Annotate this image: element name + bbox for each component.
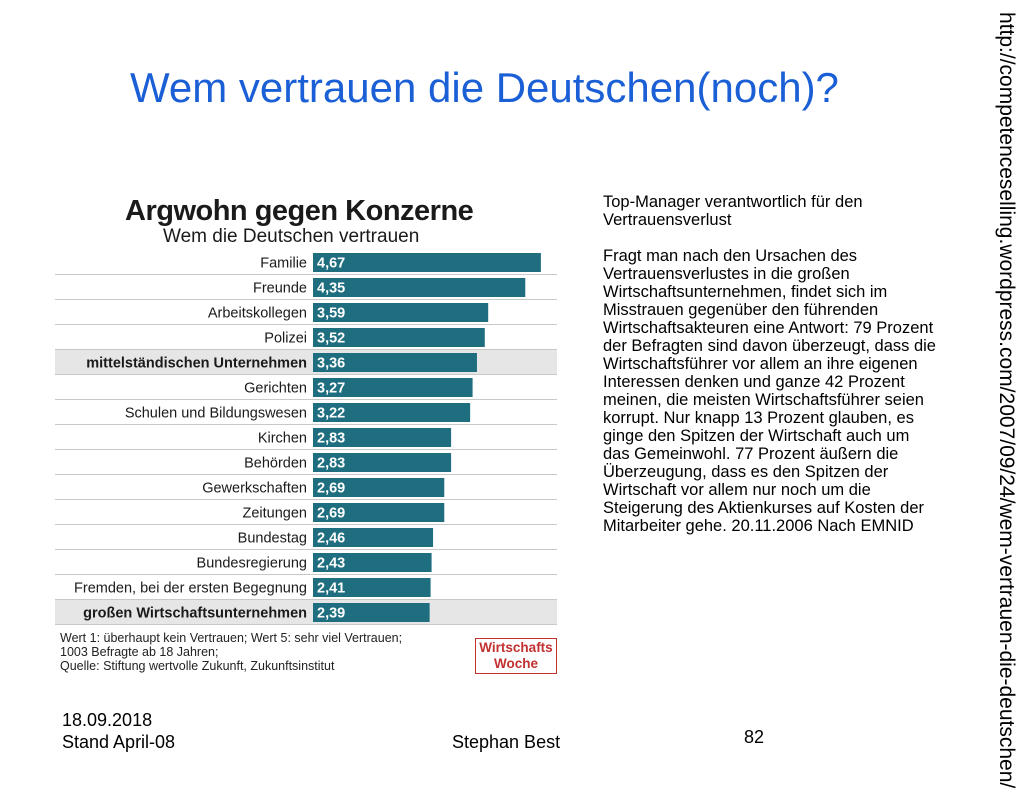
category-label: Freunde — [253, 281, 307, 297]
bar — [313, 303, 489, 322]
bar — [313, 603, 430, 622]
date-text: 18.09.2018 — [62, 710, 153, 730]
footer-date: 18.09.2018 Stand April-08 — [62, 709, 175, 753]
page-number: 82 — [744, 727, 765, 747]
category-label: Arbeitskollegen — [208, 306, 307, 322]
value-label: 2,69 — [317, 506, 345, 522]
value-label: 2,83 — [317, 456, 345, 472]
source-url: http://competenceselling.wordpress.com/2… — [995, 12, 1018, 788]
category-label: Bundestag — [238, 531, 307, 547]
article-text: Top-Manager verantwortlich für den Vertr… — [603, 193, 938, 535]
value-label: 4,67 — [317, 256, 345, 272]
bar — [313, 428, 452, 447]
category-label: Familie — [260, 256, 307, 272]
bar — [313, 453, 452, 472]
value-label: 2,69 — [317, 481, 345, 497]
bar — [313, 278, 526, 297]
article-heading: Top-Manager verantwortlich für den Vertr… — [603, 193, 863, 229]
row-highlight — [55, 600, 557, 624]
category-label: Behörden — [244, 456, 307, 472]
note-line: 1003 Befragte ab 18 Jahren; — [60, 645, 219, 659]
category-label: mittelständischen Unternehmen — [86, 356, 307, 372]
value-label: 2,83 — [317, 431, 345, 447]
value-label: 2,43 — [317, 556, 345, 572]
value-label: 3,27 — [317, 381, 345, 397]
stand-text: Stand April-08 — [62, 732, 176, 752]
slide-title: Wem vertrauen die Deutschen(noch)? — [130, 64, 839, 111]
bars-area: Familie 4,67 Freunde 4,35 Arbeitskollegen 3,5… — [55, 253, 557, 625]
category-label: Kirchen — [258, 431, 307, 447]
value-label: 3,22 — [317, 406, 345, 422]
category-label: Polizei — [264, 331, 307, 347]
bar — [313, 528, 434, 547]
bar — [313, 378, 473, 397]
chart-subtitle: Wem die Deutschen vertrauen — [163, 226, 420, 247]
value-label: 3,52 — [317, 331, 345, 347]
bar — [313, 353, 477, 372]
bar — [313, 578, 431, 597]
value-label: 2,46 — [317, 531, 345, 547]
category-label: Gerichten — [244, 381, 307, 397]
category-label: Schulen und Bildungswesen — [125, 406, 307, 422]
note-line: Quelle: Stiftung wertvolle Zukunft, Zuku… — [60, 659, 335, 673]
bar — [313, 503, 445, 522]
value-label: 2,39 — [317, 606, 345, 622]
category-label: Fremden, bei der ersten Begegnung — [74, 581, 307, 597]
note-line: Wert 1: überhaupt kein Vertrauen; Wert 5… — [60, 631, 403, 645]
bar — [313, 328, 485, 347]
wirtschaftswoche-logo: Wirtschafts Woche — [475, 638, 557, 674]
article-body: Fragt man nach den Ursachen des Vertraue… — [603, 247, 936, 535]
bar — [313, 553, 432, 572]
footer-author: Stephan Best — [452, 732, 561, 752]
category-label: Gewerkschaften — [202, 481, 307, 497]
category-label: Bundesregierung — [197, 556, 307, 572]
value-label: 3,59 — [317, 306, 345, 322]
chart-title: Argwohn gegen Konzerne — [125, 195, 474, 227]
category-label: großen Wirtschaftsunternehmen — [83, 606, 307, 622]
category-label: Zeitungen — [243, 506, 308, 522]
value-label: 3,36 — [317, 356, 345, 372]
bar-chart: Argwohn gegen Konzerne Wem die Deutschen… — [55, 190, 563, 680]
bar — [313, 478, 445, 497]
value-label: 2,41 — [317, 581, 345, 597]
value-label: 4,35 — [317, 281, 345, 297]
bar — [313, 253, 541, 272]
bar — [313, 403, 471, 422]
chart-source-note: Wert 1: überhaupt kein Vertrauen; Wert 5… — [60, 631, 402, 673]
